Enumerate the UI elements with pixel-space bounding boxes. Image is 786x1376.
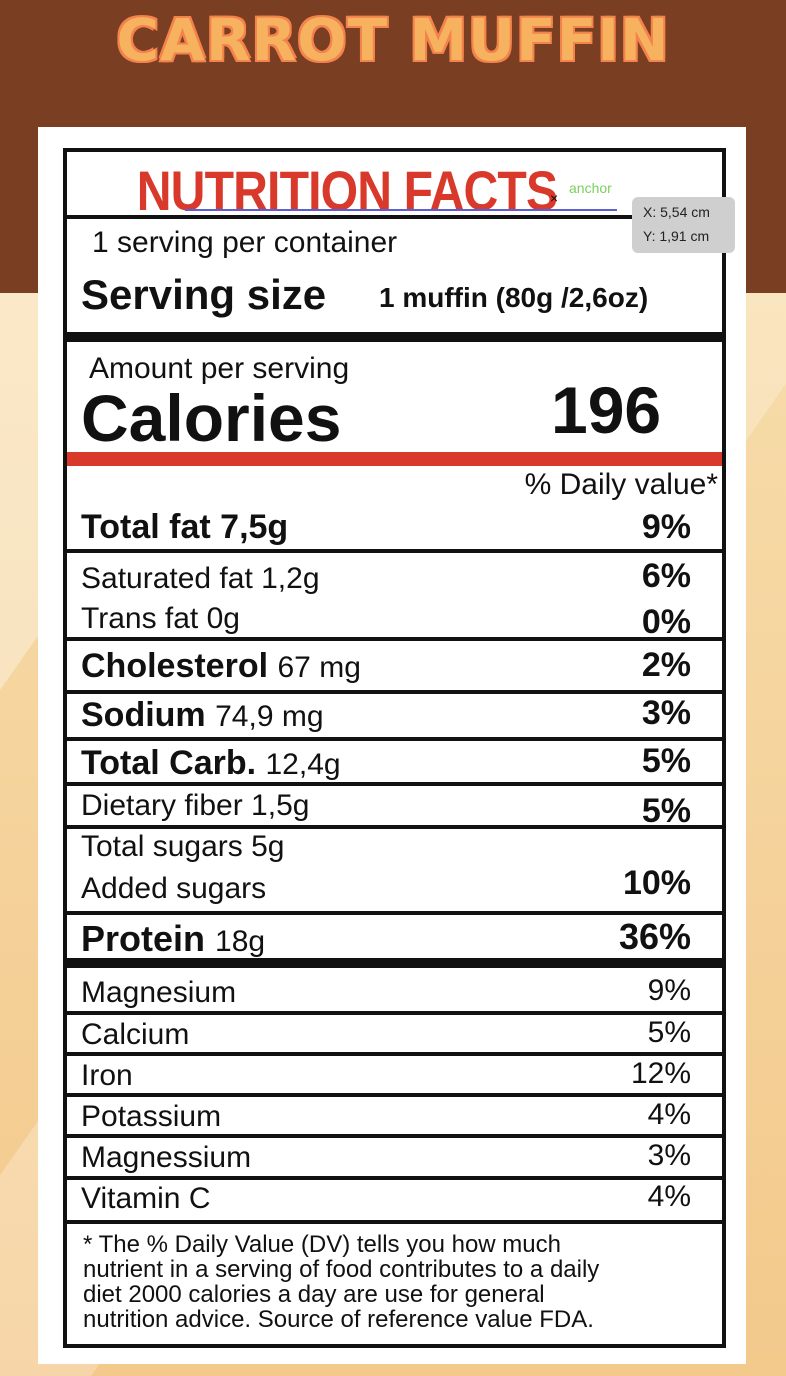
anchor-text[interactable]: anchor: [569, 180, 612, 196]
mineral-dv: 3%: [647, 1139, 691, 1172]
calories-value: 196: [551, 373, 662, 447]
divider: [67, 1052, 722, 1056]
divider: [67, 690, 722, 694]
footnote-line: nutrition advice. Source of reference va…: [83, 1306, 594, 1333]
nutrient-dv: 2%: [641, 646, 691, 684]
mineral-row-vitamin-c: Vitamin C: [81, 1182, 211, 1215]
nutrient-name: Cholesterol: [81, 647, 269, 685]
divider: [67, 1011, 722, 1015]
red-divider: [67, 452, 722, 466]
nutrient-dv: 6%: [641, 557, 691, 595]
divider: [67, 737, 722, 741]
divider: [67, 1134, 722, 1138]
divider: [67, 215, 722, 219]
divider: [67, 1093, 722, 1097]
nutrient-amount: 74,9 mg: [215, 700, 324, 733]
nutrient-row-dietary-fiber: Dietary fiber 1,5g: [81, 789, 310, 822]
nutrient-name: Sodium: [81, 696, 206, 734]
thick-divider: [67, 332, 722, 342]
calories-label: Calories: [81, 381, 342, 455]
mineral-dv: 12%: [630, 1057, 691, 1090]
daily-value-header: % Daily value*: [524, 468, 718, 501]
title-underline: [185, 209, 617, 211]
divider: [67, 825, 722, 829]
nutrient-name: Total Carb.: [81, 744, 257, 782]
nutrient-dv: 3%: [641, 694, 691, 732]
mineral-dv: 4%: [647, 1098, 691, 1131]
nutrient-amount: 7,5g: [220, 508, 289, 546]
nutrient-row-protein: Protein 18g: [81, 918, 265, 960]
serving-size-label: Serving size: [81, 271, 327, 318]
mineral-row-potassium: Potassium: [81, 1100, 222, 1133]
nutrient-row-cholesterol: Cholesterol 67 mg: [81, 647, 361, 686]
tooltip-x: X: 5,54 cm: [643, 204, 710, 220]
nutrient-dv: 0%: [641, 603, 691, 641]
footnote-line: nutrient in a serving of food contribute…: [83, 1256, 600, 1283]
nutrient-dv: 5%: [641, 742, 691, 780]
serving-size-value: 1 muffin (80g /2,6oz): [379, 282, 649, 313]
mineral-row-calcium: Calcium: [81, 1018, 190, 1051]
nutrient-row-sodium: Sodium 74,9 mg: [81, 696, 324, 735]
mineral-row-magnesium: Magnesium: [81, 976, 237, 1009]
divider: [67, 549, 722, 553]
nutrient-row-total-fat: Total fat 7,5g: [81, 508, 288, 547]
divider: [67, 782, 722, 786]
nutrition-facts-title: NUTRITION FACTS: [136, 159, 558, 222]
mineral-row-iron: Iron: [81, 1059, 133, 1092]
nutrient-row-added-sugars: Added sugars: [81, 872, 267, 905]
amount-per-serving: Amount per serving: [89, 352, 350, 385]
nutrient-dv: 36%: [618, 916, 691, 957]
nutrient-row-total-carb: Total Carb. 12,4g: [81, 744, 341, 783]
footnote-line: diet 2000 calories a day are use for gen…: [83, 1281, 545, 1308]
nutrient-amount: 12,4g: [265, 748, 341, 781]
page-title: CARROT MUFFIN: [116, 6, 670, 74]
divider: [67, 911, 722, 915]
footnote-line: * The % Daily Value (DV) tells you how m…: [83, 1231, 561, 1258]
thick-divider: [67, 958, 722, 968]
nutrient-row-total-sugars: Total sugars 5g: [81, 830, 285, 863]
nutrient-row-saturated-fat: Saturated fat 1,2g: [81, 562, 320, 595]
mineral-dv: 4%: [647, 1180, 691, 1213]
divider: [67, 1176, 722, 1180]
mineral-dv: 9%: [647, 974, 691, 1007]
nutrient-row-trans-fat: Trans fat 0g: [81, 602, 240, 635]
nutrient-name: Protein: [81, 918, 206, 959]
mineral-dv: 5%: [647, 1016, 691, 1049]
nutrient-dv: 5%: [641, 792, 691, 830]
tooltip-y: Y: 1,91 cm: [643, 228, 710, 244]
nutrient-amount: 18g: [215, 925, 266, 958]
servings-per-container: 1 serving per container: [92, 226, 398, 259]
anchor-marker-icon[interactable]: ×: [550, 190, 559, 206]
nutrient-dv: 9%: [641, 508, 691, 546]
divider: [67, 637, 722, 641]
nutrition-facts-label: NUTRITION FACTS anchor × 1 serving per c…: [63, 148, 726, 1348]
nutrient-amount: 67 mg: [277, 651, 361, 684]
divider: [67, 1220, 722, 1224]
nutrient-dv: 10%: [622, 864, 691, 902]
coordinates-tooltip: X: 5,54 cm Y: 1,91 cm: [632, 197, 735, 253]
nutrient-name: Total fat: [81, 508, 211, 546]
mineral-row-magnessium: Magnessium: [81, 1141, 252, 1174]
footnote: * The % Daily Value (DV) tells you how m…: [83, 1232, 599, 1332]
